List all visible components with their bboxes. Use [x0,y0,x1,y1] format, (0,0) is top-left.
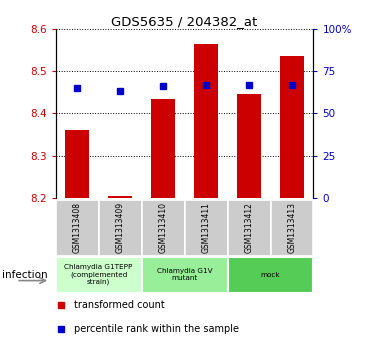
Bar [99,200,142,256]
Bar [108,196,132,198]
Title: GDS5635 / 204382_at: GDS5635 / 204382_at [111,15,258,28]
Bar [142,257,227,293]
Text: infection: infection [2,270,47,280]
Bar [142,200,185,256]
Text: GSM1313408: GSM1313408 [73,202,82,253]
Text: mock: mock [261,272,280,278]
Text: GSM1313411: GSM1313411 [201,202,211,253]
Text: GSM1313412: GSM1313412 [244,202,253,253]
Bar [227,200,270,256]
Bar [65,130,89,198]
Bar [194,44,218,198]
Bar [56,200,99,256]
Bar [227,257,313,293]
Text: Chlamydia G1TEPP
(complemented
strain): Chlamydia G1TEPP (complemented strain) [65,264,133,285]
Bar [185,200,227,256]
Bar [151,99,175,198]
Text: percentile rank within the sample: percentile rank within the sample [74,324,239,334]
Text: GSM1313413: GSM1313413 [288,202,296,253]
Text: Chlamydia G1V
mutant: Chlamydia G1V mutant [157,268,212,281]
Bar [270,200,313,256]
Text: GSM1313409: GSM1313409 [116,202,125,253]
Bar [237,94,261,198]
Text: GSM1313410: GSM1313410 [158,202,168,253]
Bar [280,57,304,198]
Bar [56,257,142,293]
Text: transformed count: transformed count [74,300,164,310]
